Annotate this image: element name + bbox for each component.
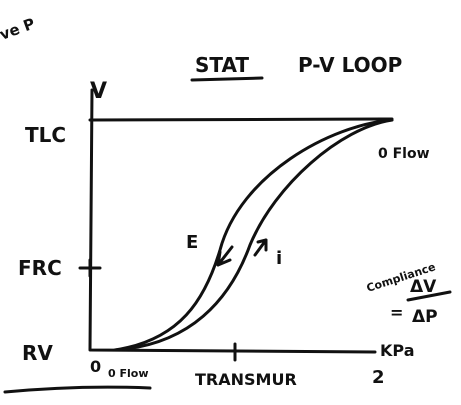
top-flow: 0 Flow	[378, 146, 430, 162]
title-underline	[192, 78, 262, 80]
label-i: i	[276, 248, 282, 269]
tick-frc: FRC	[18, 256, 62, 280]
denominator: ΔP	[412, 307, 438, 327]
x-caption: TRANSMUR	[195, 370, 297, 389]
equals: =	[390, 303, 403, 322]
x-axis-label: KPa	[380, 341, 415, 360]
tick-rv: RV	[22, 341, 53, 365]
x-end: 2	[372, 367, 385, 388]
label-e: E	[186, 232, 198, 253]
tlc-line	[90, 119, 392, 120]
y-axis-label: V	[90, 79, 107, 104]
origin-flow: 0 Flow	[108, 367, 149, 380]
tick-tlc: TLC	[25, 123, 66, 147]
x-origin: 0	[90, 357, 101, 376]
title-stat: STAT	[195, 53, 249, 77]
title-rest: P-V LOOP	[298, 53, 402, 77]
whiteboard: ve P STAT P-V LOOP V TLC FRC RV 0 0 Flow…	[0, 0, 461, 405]
